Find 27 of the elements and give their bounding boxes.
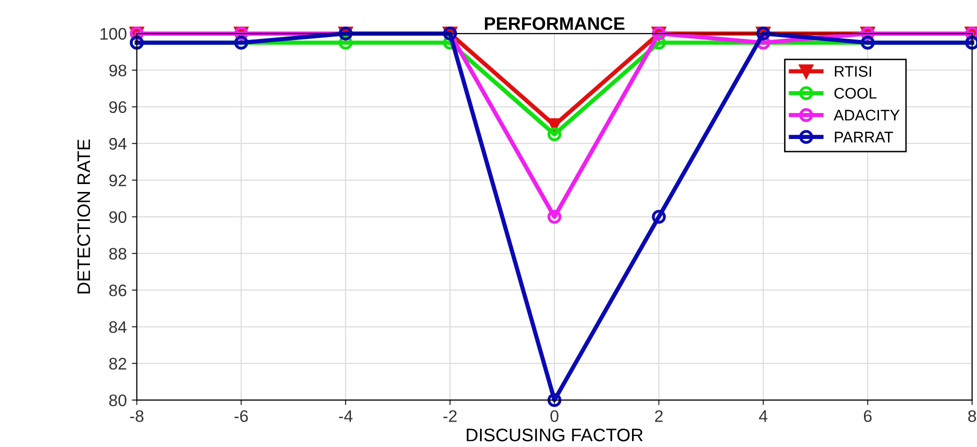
- legend-label: COOL: [834, 88, 876, 99]
- x-tick-label: 8: [968, 410, 976, 422]
- y-tick-label: 100: [100, 28, 126, 40]
- x-axis-title: DISCUSING FACTOR: [466, 428, 643, 442]
- x-tick-label: -4: [338, 410, 353, 422]
- y-tick-label: 80: [109, 394, 126, 406]
- legend-label: PARRAT: [834, 132, 894, 142]
- y-tick-label: 92: [109, 174, 126, 186]
- x-tick-label: 6: [864, 410, 872, 422]
- x-tick-label: 2: [655, 410, 663, 422]
- x-tick-label: -6: [234, 410, 248, 422]
- x-tick-label: 0: [550, 410, 558, 422]
- y-axis-title: DETECTION RATE: [77, 139, 90, 294]
- chart-title: PERFORMANCE: [484, 17, 624, 30]
- legend-label: ADACITY: [834, 110, 900, 121]
- y-tick-label: 90: [109, 211, 126, 223]
- y-tick-label: 96: [109, 101, 126, 114]
- y-tick-label: 84: [109, 321, 127, 333]
- y-tick-label: 94: [109, 138, 127, 150]
- y-tick-label: 88: [109, 248, 126, 260]
- x-tick-label: -2: [443, 410, 457, 422]
- y-tick-label: 86: [109, 284, 126, 296]
- y-tick-label: 98: [109, 64, 126, 76]
- legend-label: RTISI: [834, 66, 872, 77]
- x-tick-label: -8: [130, 410, 144, 422]
- x-tick-label: 4: [759, 410, 768, 422]
- y-tick-label: 82: [109, 358, 126, 370]
